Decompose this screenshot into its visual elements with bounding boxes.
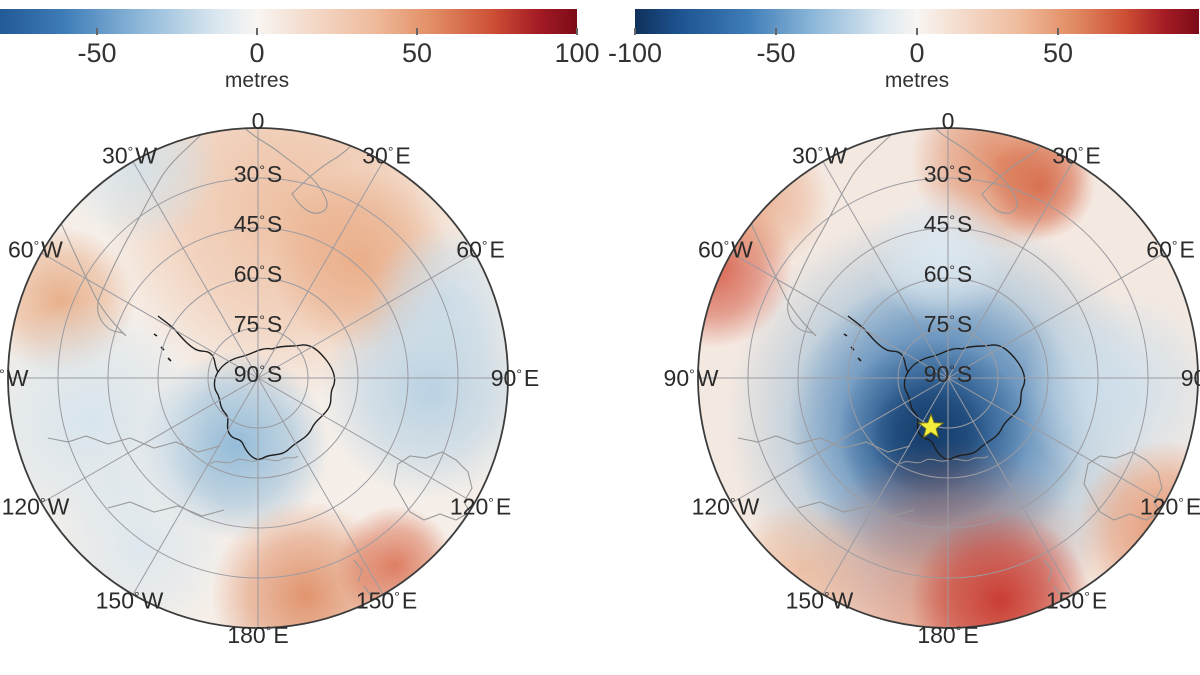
- colorbar-tick-mark: [775, 28, 777, 35]
- coastline: [737, 435, 911, 453]
- map-panel-left: 0 30°E 60°E 90°E 120°E 150°E 180°E 150°W 120°W 90…: [0, 108, 540, 648]
- meridian-label: 90°W: [664, 365, 719, 391]
- parallel-label: 75°S: [924, 311, 973, 337]
- anomaly-blob: [730, 500, 871, 628]
- graticule-meridian: [257, 377, 475, 504]
- meridian-label: 120°E: [1140, 494, 1200, 520]
- graticule-meridian: [257, 252, 475, 379]
- meridian-label: 150°W: [96, 588, 164, 614]
- parallel-label: 60°S: [924, 261, 973, 287]
- location-star-marker: [917, 412, 945, 439]
- meridian-label: 150°E: [356, 588, 417, 614]
- graticule-meridian: [41, 252, 259, 379]
- colorbar-tick-label: -50: [756, 38, 796, 68]
- coastline: [47, 435, 221, 453]
- colorbar-tick-label: 50: [401, 38, 433, 68]
- parallel-label: 30°S: [234, 161, 283, 187]
- coastline: [107, 501, 225, 517]
- colorbar-tick-mark: [576, 28, 578, 35]
- parallel-label: 30°S: [924, 161, 973, 187]
- colorbar-tick-mark: [256, 28, 258, 35]
- colorbar-tick-label: -50: [77, 38, 117, 68]
- map-boundary: [7, 127, 509, 629]
- coastline: [393, 451, 473, 521]
- map-panel-right: 0 30°E 60°E 90°E 120°E 150°E 180°E 150°W 120°W 90…: [664, 108, 1200, 648]
- antarctic-peninsula-outline: [847, 315, 909, 373]
- meridian-label: 90°W: [0, 365, 29, 391]
- colorbar-tick-label: 0: [909, 38, 925, 68]
- meridian-label: 30°E: [1052, 142, 1101, 168]
- graticule-meridian: [822, 161, 949, 379]
- colorbar-tick-mark: [96, 28, 98, 35]
- colorbar-tick-mark: [1057, 28, 1059, 35]
- graticule-meridian: [947, 161, 1074, 379]
- map-boundary: [697, 127, 1199, 629]
- graticule-meridian: [731, 252, 949, 379]
- graticule-meridian: [947, 377, 1165, 504]
- antarctic-peninsula-outline: [157, 315, 219, 373]
- graticule-meridian: [822, 377, 949, 595]
- graticule-meridian: [132, 377, 259, 595]
- parallel-label: 60°S: [234, 261, 283, 287]
- coastline: [1083, 451, 1163, 521]
- meridian-label: 90°E: [491, 365, 540, 391]
- meridian-label: 60°W: [698, 237, 753, 263]
- meridian-label: 0: [252, 108, 265, 134]
- meridian-label: 0: [942, 108, 955, 134]
- parallel-label: 75°S: [234, 311, 283, 337]
- graticule-meridian: [947, 252, 1165, 379]
- graticule-meridian: [41, 377, 259, 504]
- colorbar-tick-label: -100: [607, 38, 663, 68]
- parallel-label: 90°S: [924, 361, 973, 387]
- colorbar-tick-label: 0: [249, 38, 265, 68]
- meridian-label: 120°W: [692, 494, 760, 520]
- anomaly-blob: [910, 510, 1091, 628]
- graticule-meridian: [132, 161, 259, 379]
- colorbar-tick-mark: [416, 28, 418, 35]
- colorbar-tick-mark: [634, 28, 636, 35]
- meridian-label: 60°E: [456, 237, 505, 263]
- meridian-label: 60°E: [1146, 237, 1195, 263]
- meridian-label: 150°E: [1046, 588, 1107, 614]
- graticule-meridian: [257, 161, 384, 379]
- anomaly-blob: [870, 185, 1011, 326]
- meridian-label: 180°E: [227, 622, 288, 648]
- graticule-meridian: [257, 377, 384, 595]
- meridian-label: 180°E: [917, 622, 978, 648]
- parallel-label: 45°S: [234, 211, 283, 237]
- colorbar-tick-mark: [916, 28, 918, 35]
- meridian-label: 120°W: [2, 494, 70, 520]
- graticule-meridian: [947, 377, 1074, 595]
- meridian-label: 60°W: [8, 237, 63, 263]
- coastline: [703, 129, 897, 337]
- parallel-label: 90°S: [234, 361, 283, 387]
- graticule-meridian: [731, 377, 949, 504]
- meridian-label: 90°E: [1181, 365, 1200, 391]
- coastline: [929, 128, 1059, 214]
- colorbar-tick-label: 50: [1042, 38, 1074, 68]
- anomaly-blob: [1020, 290, 1198, 491]
- colorbar-right-unit-label: metres: [884, 69, 950, 92]
- meridian-label: 30°E: [362, 142, 411, 168]
- coastline: [797, 501, 915, 517]
- coastline: [13, 129, 207, 337]
- colorbar-tick-label: 100: [554, 38, 600, 68]
- anomaly-blob: [60, 128, 221, 246]
- meridian-label: 150°W: [786, 588, 854, 614]
- colorbar-left-unit-label: metres: [224, 69, 290, 92]
- meridian-label: 120°E: [450, 494, 511, 520]
- coastline: [239, 128, 369, 214]
- parallel-label: 45°S: [924, 211, 973, 237]
